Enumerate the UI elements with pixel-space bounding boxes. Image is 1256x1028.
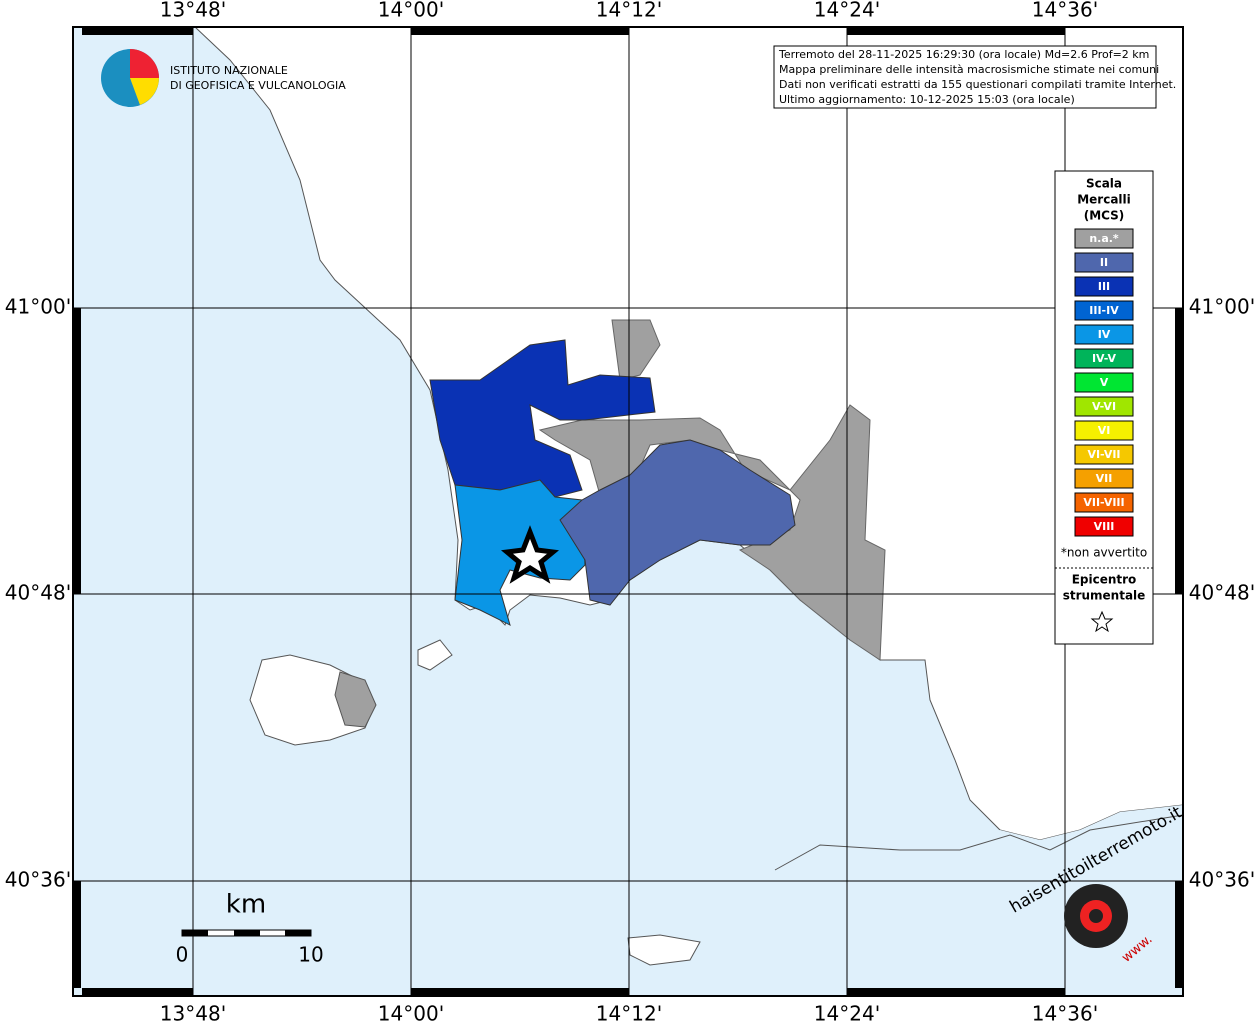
lat-label: 40°48': [5, 581, 71, 605]
legend-epicenter: Epicentro: [1072, 573, 1137, 587]
legend-label: V: [1100, 376, 1109, 389]
info-line: Mappa preliminare delle intensità macros…: [779, 63, 1159, 76]
legend-swatch: [1074, 252, 1134, 273]
lon-label: 14°12': [596, 0, 662, 22]
info-line: Terremoto del 28-11-2025 16:29:30 (ora l…: [778, 48, 1149, 61]
border-bar: [411, 27, 629, 35]
frame: [72, 26, 1184, 997]
border-bar: [847, 27, 1065, 35]
border-bar: [82, 988, 193, 996]
legend-label: VI-VII: [1087, 448, 1120, 461]
legend-label: V-VI: [1092, 400, 1116, 413]
scale-seg: [182, 930, 208, 936]
ischia-gray: [334, 671, 377, 728]
lon-label: 14°00': [378, 0, 444, 22]
scale-seg: [285, 930, 311, 936]
legend-swatch: [1074, 396, 1134, 417]
legend-star: [1090, 610, 1114, 633]
legend-swatch: [1074, 300, 1134, 321]
border-bar: [1175, 308, 1183, 594]
lon-label: 14°00': [378, 1002, 444, 1025]
lon-label: 14°12': [596, 1002, 662, 1025]
info-line: Ultimo aggiornamento: 10-12-2025 15:03 (…: [779, 93, 1075, 106]
legend-epicenter: strumentale: [1063, 589, 1146, 603]
legend-swatch: [1074, 516, 1134, 537]
legend-swatch: [1074, 276, 1134, 297]
coast: [774, 814, 1184, 871]
scale-label: 0: [176, 943, 189, 967]
legend-title: Scala: [1086, 177, 1122, 191]
legend-label: IV: [1098, 328, 1111, 341]
lat-label: 41°00': [5, 295, 71, 319]
legend-label: II: [1100, 256, 1108, 269]
lon-label: 14°24': [814, 0, 880, 22]
legend-label: III: [1098, 280, 1110, 293]
lat-label: 40°48': [1189, 581, 1255, 605]
scale-unit: km: [226, 890, 266, 920]
logo-text: DI GEOFISICA E VULCANOLOGIA: [170, 79, 346, 92]
legend-swatch: [1074, 444, 1134, 465]
lon-label: 14°36': [1032, 1002, 1098, 1025]
legend-label: n.a.*: [1089, 232, 1119, 245]
legend-note: *non avvertito: [1061, 546, 1147, 560]
legend-label: VII: [1096, 472, 1113, 485]
info-box: [773, 45, 1157, 109]
capri: [627, 934, 701, 966]
legend-label: VI: [1098, 424, 1111, 437]
border-bar: [847, 988, 1065, 996]
mcs-ii: [559, 439, 796, 606]
ingv-logo: ISTITUTO NAZIONALE DI GEOFISICA E VULCAN…: [101, 49, 346, 107]
legend-title: Mercalli: [1077, 193, 1131, 207]
lat-label: 41°00': [1189, 295, 1255, 319]
lat-label: 40°36': [5, 868, 71, 892]
legend-swatch: [1074, 324, 1134, 345]
epicenter-star: [500, 525, 560, 584]
border-bar: [73, 308, 81, 594]
logo-text: ISTITUTO NAZIONALE: [170, 64, 288, 77]
logo-wedge: [130, 49, 159, 78]
legend-label: III-IV: [1089, 304, 1119, 317]
scale-seg: [234, 930, 260, 936]
info-line: Dati non verificati estratti da 155 ques…: [779, 78, 1176, 91]
scale-bar: km 0 10: [176, 890, 324, 967]
lon-label: 14°36': [1032, 0, 1098, 22]
wm-circle: [1089, 909, 1103, 923]
legend-label: VIII: [1094, 520, 1115, 533]
legend-label: VII-VIII: [1083, 496, 1124, 509]
border-bar: [82, 27, 193, 35]
legend-swatch: [1074, 492, 1134, 513]
legend-swatch: [1074, 348, 1134, 369]
legend-title: (MCS): [1084, 209, 1125, 223]
lat-label: 40°36': [1189, 868, 1255, 892]
procida: [417, 639, 453, 671]
sea-cut: [770, 805, 1183, 990]
border-bar: [1175, 881, 1183, 988]
legend-swatch: [1074, 468, 1134, 489]
lon-label: 13°48': [160, 1002, 226, 1025]
border-bar: [411, 988, 629, 996]
legend-swatch: [1074, 372, 1134, 393]
legend-swatch: [1074, 228, 1134, 249]
logo-wedge: [130, 78, 159, 105]
border-bar: [73, 881, 81, 988]
lon-label: 14°24': [814, 1002, 880, 1025]
legend-swatch: [1074, 420, 1134, 441]
legend-label: IV-V: [1092, 352, 1117, 365]
lon-label: 13°48': [160, 0, 226, 22]
scale-label: 10: [298, 943, 323, 967]
